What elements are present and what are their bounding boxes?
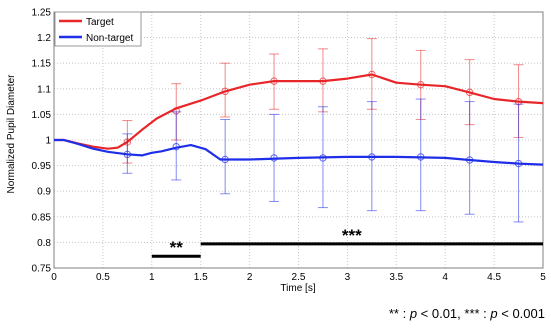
y-tick-label: 1.1: [37, 84, 51, 95]
grid-lines: [54, 12, 543, 268]
data-point: [514, 159, 523, 168]
data-point: [221, 155, 229, 164]
x-tick-label: 0.5: [96, 272, 110, 283]
legend: Target Non-target: [54, 11, 142, 47]
y-tick-label: 0.9: [37, 187, 51, 198]
significance-label: ***: [342, 226, 362, 245]
series-lines: [54, 38, 544, 223]
x-tick-label: 1: [149, 272, 155, 283]
legend-box: [54, 11, 142, 47]
data-point: [368, 153, 376, 161]
data-point: [465, 88, 474, 97]
significance-bars: *****: [151, 226, 543, 258]
data-point: [172, 142, 180, 151]
x-tick-label: 0: [51, 272, 57, 283]
x-tick-label: 2.5: [292, 272, 306, 283]
data-point: [123, 150, 132, 159]
series-line-target: [54, 73, 544, 150]
data-point: [319, 77, 327, 85]
y-tick-label: 1: [45, 136, 51, 147]
x-tick-label: 4: [442, 272, 448, 283]
legend-label-target: Target: [86, 17, 114, 28]
x-tick-label: 1.5: [194, 272, 208, 283]
data-point: [319, 154, 327, 162]
x-tick-label: 3: [345, 272, 351, 283]
footnote-p1-letter: p: [409, 306, 418, 321]
y-axis-title: Normalized Pupil Diameter: [6, 74, 17, 194]
data-point: [270, 77, 278, 85]
significance-footnote: ** : p < 0.01, *** : p < 0.001: [285, 306, 545, 321]
x-tick-label: 2: [247, 272, 253, 283]
x-tick-label: 3.5: [389, 272, 403, 283]
significance-label: **: [170, 238, 184, 257]
y-tick-label: 1.2: [37, 33, 51, 44]
data-point: [465, 156, 474, 164]
x-tick-label: 4.5: [487, 272, 501, 283]
axes: 0.75 0.8 0.85 0.9 0.95 1 1.05 1.1 1.15 1.2 1.25 0 0.…: [32, 8, 547, 284]
series-line-non-target: [54, 138, 544, 166]
footnote-p2-stars: *** :: [464, 306, 491, 321]
data-point: [417, 81, 425, 89]
y-tick-label: 1.05: [32, 110, 52, 121]
y-tick-label: 0.95: [32, 161, 52, 172]
footnote-p1-threshold: < 0.01,: [417, 306, 465, 321]
y-tick-label: 1.25: [32, 8, 52, 19]
y-tick-label: 1.15: [32, 59, 52, 70]
data-point: [221, 87, 229, 96]
data-point: [417, 153, 425, 161]
x-tick-label: 5: [540, 272, 546, 283]
y-tick-label: 0.75: [32, 264, 52, 275]
footnote-p2-threshold: < 0.001: [497, 306, 545, 321]
legend-label-non-target: Non-target: [86, 33, 133, 44]
data-point: [368, 70, 376, 79]
y-tick-label: 0.8: [37, 238, 51, 249]
data-point: [270, 154, 278, 162]
y-tick-label: 0.85: [32, 212, 52, 223]
footnote-p2-letter: p: [490, 306, 498, 321]
footnote-p1-stars: ** :: [388, 306, 410, 321]
x-axis-title: Time [s]: [280, 283, 315, 294]
